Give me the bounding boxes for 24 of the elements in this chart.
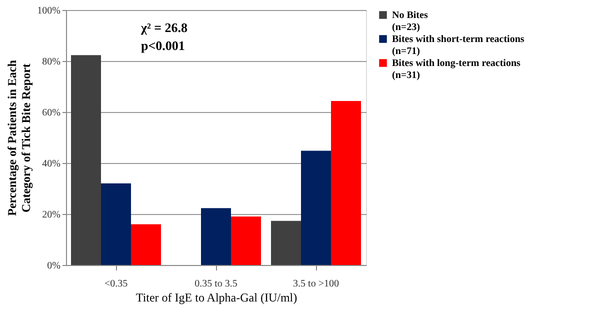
- y-tick-label: 0%: [47, 260, 60, 272]
- bar: [131, 224, 161, 265]
- y-axis-title: Percentage of Patients in Each Category of Tick Bite Report: [5, 60, 34, 216]
- x-tick-label: <0.35: [104, 278, 128, 290]
- bar: [101, 183, 131, 265]
- legend-label: Bites with long-term reactions (n=31): [392, 58, 521, 81]
- bar: [231, 216, 261, 265]
- legend-label: Bites with short-term reactions (n=71): [392, 34, 524, 57]
- bar: [331, 101, 361, 265]
- bar: [201, 208, 231, 265]
- y-tick-label: 40%: [42, 158, 60, 170]
- bar: [271, 220, 301, 265]
- y-tick-label: 20%: [42, 210, 60, 220]
- y-tick-label: 60%: [42, 108, 60, 118]
- annotation: χ² = 26.8: [140, 20, 188, 35]
- x-axis-title: Titer of IgE to Alpha-Gal (IU/ml): [136, 290, 298, 304]
- bar: [71, 55, 101, 265]
- x-tick-label: 3.5 to >100: [293, 278, 339, 290]
- y-tick-label: 100%: [37, 6, 60, 16]
- bar: [301, 150, 331, 265]
- x-tick-label: 0.35 to 3.5: [194, 278, 238, 290]
- y-tick-label: 80%: [42, 56, 60, 68]
- annotation: p<0.001: [141, 38, 185, 53]
- legend-label: No Bites (n=23): [392, 10, 428, 33]
